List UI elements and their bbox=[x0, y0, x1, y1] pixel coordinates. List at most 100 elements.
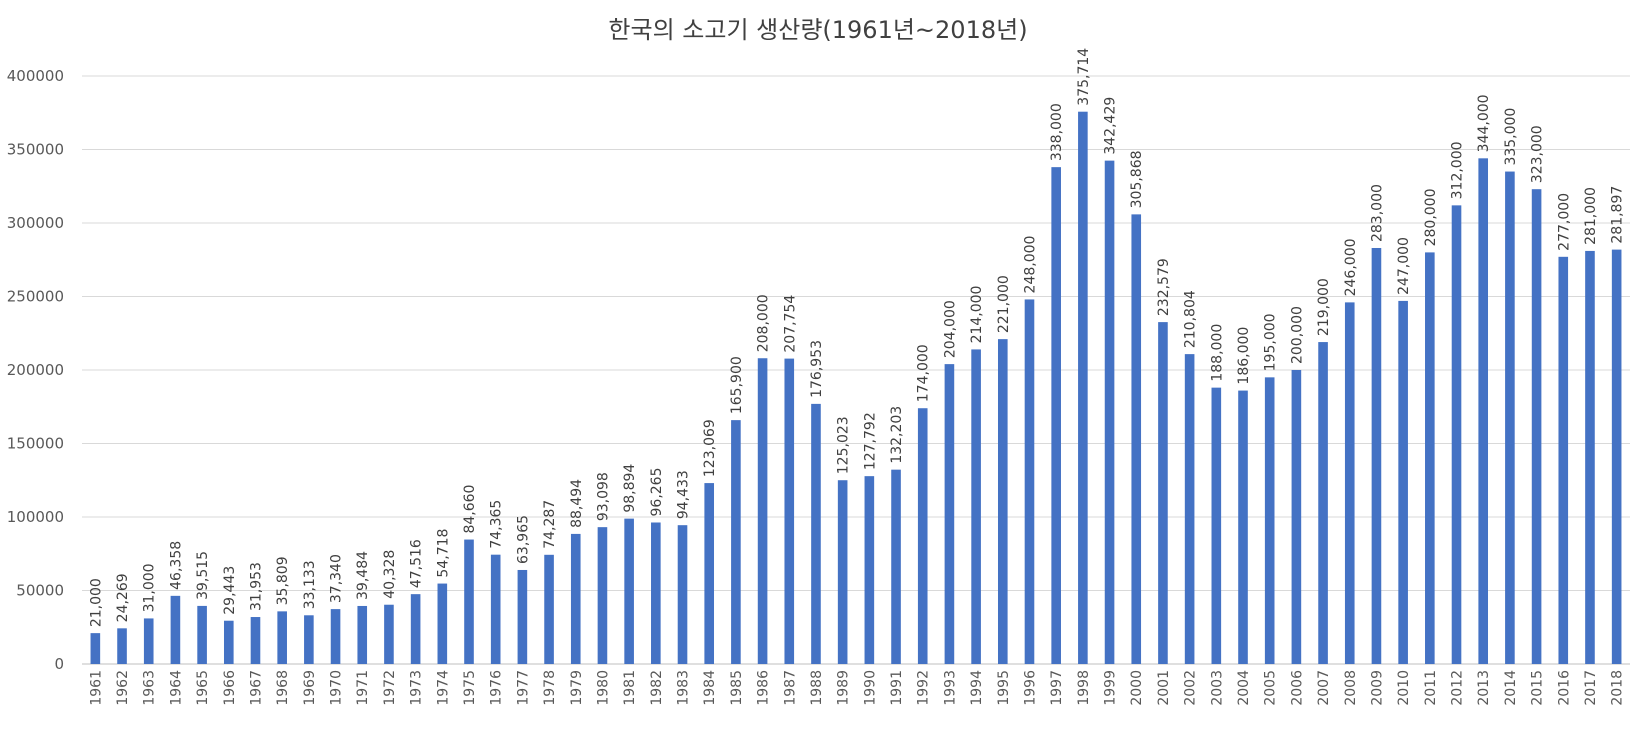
data-label-1998: 375,714 bbox=[1076, 48, 1092, 106]
x-tick-label-1969: 1969 bbox=[302, 670, 318, 706]
data-label-2009: 283,000 bbox=[1369, 184, 1385, 242]
data-label-1989: 125,023 bbox=[836, 416, 852, 474]
data-label-1962: 24,269 bbox=[115, 573, 131, 622]
data-label-1994: 214,000 bbox=[969, 286, 985, 344]
x-tick-label-1967: 1967 bbox=[248, 670, 264, 706]
data-label-1972: 40,328 bbox=[382, 550, 398, 599]
data-label-1984: 123,069 bbox=[702, 419, 718, 477]
x-tick-label-1971: 1971 bbox=[355, 670, 371, 706]
y-tick-label: 50000 bbox=[16, 582, 64, 600]
bar-1969 bbox=[304, 615, 314, 664]
chart-title: 한국의 소고기 생산량(1961년~2018년) bbox=[608, 16, 1028, 44]
bar-1970 bbox=[330, 609, 341, 664]
bar-1979 bbox=[570, 533, 581, 664]
bar-1961 bbox=[90, 633, 101, 664]
x-tick-label-2013: 2013 bbox=[1476, 670, 1492, 706]
bar-1990 bbox=[864, 476, 875, 664]
data-label-1999: 342,429 bbox=[1103, 97, 1119, 155]
x-tick-label-1996: 1996 bbox=[1022, 670, 1038, 706]
x-tick-label-2008: 2008 bbox=[1343, 670, 1359, 706]
data-label-1964: 46,358 bbox=[168, 541, 184, 590]
bar-1984 bbox=[704, 483, 715, 664]
bar-2009 bbox=[1371, 247, 1382, 665]
x-tick-label-1993: 1993 bbox=[942, 670, 958, 706]
x-tick-label-1985: 1985 bbox=[729, 670, 745, 706]
x-tick-label-1966: 1966 bbox=[222, 670, 238, 706]
data-label-1963: 31,000 bbox=[142, 563, 158, 612]
data-label-1969: 33,133 bbox=[302, 560, 318, 609]
data-label-1992: 174,000 bbox=[916, 344, 932, 402]
y-tick-label: 400000 bbox=[7, 67, 64, 85]
x-tick-label-2016: 2016 bbox=[1556, 670, 1572, 706]
x-tick-label-1999: 1999 bbox=[1103, 670, 1119, 706]
bar-2018 bbox=[1611, 249, 1622, 665]
data-label-1991: 132,203 bbox=[889, 406, 905, 464]
bar-2001 bbox=[1158, 322, 1168, 664]
y-tick-label: 0 bbox=[54, 655, 64, 673]
x-tick-label-1980: 1980 bbox=[595, 670, 611, 706]
data-label-1990: 127,792 bbox=[862, 412, 878, 470]
data-label-2003: 188,000 bbox=[1209, 324, 1225, 382]
x-tick-label-1978: 1978 bbox=[542, 670, 558, 706]
bar-1988 bbox=[811, 403, 821, 664]
data-label-1976: 74,365 bbox=[489, 500, 505, 549]
bar-1963 bbox=[143, 618, 154, 664]
x-tick-label-1988: 1988 bbox=[809, 670, 825, 706]
x-tick-label-1977: 1977 bbox=[515, 670, 531, 706]
data-label-1978: 74,287 bbox=[542, 500, 558, 549]
data-label-2013: 344,000 bbox=[1476, 94, 1492, 152]
y-tick-label: 150000 bbox=[7, 435, 64, 453]
x-tick-label-1973: 1973 bbox=[409, 670, 425, 706]
x-tick-label-1989: 1989 bbox=[836, 670, 852, 706]
data-label-1980: 93,098 bbox=[595, 472, 611, 521]
bar-1977 bbox=[517, 569, 528, 664]
data-label-1982: 96,265 bbox=[649, 467, 665, 516]
x-tick-label-1992: 1992 bbox=[916, 670, 932, 706]
data-label-2015: 323,000 bbox=[1530, 125, 1546, 183]
x-tick-label-1984: 1984 bbox=[702, 670, 718, 706]
data-label-2008: 246,000 bbox=[1343, 238, 1359, 296]
x-tick-label-1963: 1963 bbox=[142, 670, 158, 706]
bar-1962 bbox=[117, 628, 127, 664]
data-label-2016: 277,000 bbox=[1556, 193, 1572, 251]
bar-2000 bbox=[1131, 214, 1142, 664]
x-tick-label-1975: 1975 bbox=[462, 670, 478, 706]
x-tick-label-2015: 2015 bbox=[1530, 670, 1546, 706]
data-label-1985: 165,900 bbox=[729, 356, 745, 414]
data-label-2018: 281,897 bbox=[1610, 186, 1626, 244]
x-tick-label-2006: 2006 bbox=[1289, 670, 1305, 706]
data-label-1987: 207,754 bbox=[782, 295, 798, 353]
data-label-2000: 305,868 bbox=[1129, 150, 1145, 208]
x-tick-label-2011: 2011 bbox=[1423, 670, 1439, 706]
y-tick-label: 200000 bbox=[7, 361, 64, 379]
x-tick-label-1961: 1961 bbox=[88, 670, 104, 706]
data-label-1968: 35,809 bbox=[275, 556, 291, 605]
data-label-2002: 210,804 bbox=[1183, 290, 1199, 348]
y-tick-label: 250000 bbox=[7, 288, 64, 306]
bar-2008 bbox=[1344, 302, 1355, 664]
bar-1992 bbox=[917, 408, 928, 664]
bar-2013 bbox=[1478, 158, 1489, 664]
bar-2011 bbox=[1425, 252, 1435, 664]
x-tick-label-1964: 1964 bbox=[168, 670, 184, 706]
data-label-2001: 232,579 bbox=[1156, 258, 1172, 316]
data-label-2010: 247,000 bbox=[1396, 237, 1412, 295]
x-tick-label-1998: 1998 bbox=[1076, 670, 1092, 706]
data-label-1966: 29,443 bbox=[222, 566, 238, 615]
x-tick-label-1970: 1970 bbox=[329, 670, 345, 706]
bar-1975 bbox=[464, 539, 474, 664]
data-label-1995: 221,000 bbox=[996, 275, 1012, 333]
x-tick-label-1995: 1995 bbox=[996, 670, 1012, 706]
x-tick-label-2000: 2000 bbox=[1129, 670, 1145, 706]
bar-2003 bbox=[1211, 387, 1222, 664]
bar-2012 bbox=[1451, 205, 1462, 665]
bar-1993 bbox=[944, 364, 955, 664]
bar-2014 bbox=[1505, 171, 1515, 665]
bar-1980 bbox=[597, 527, 608, 664]
data-label-1961: 21,000 bbox=[88, 578, 104, 627]
bar-1991 bbox=[891, 469, 901, 664]
x-tick-label-2002: 2002 bbox=[1183, 670, 1199, 706]
data-label-1981: 98,894 bbox=[622, 464, 638, 513]
bar-1981 bbox=[624, 518, 634, 664]
